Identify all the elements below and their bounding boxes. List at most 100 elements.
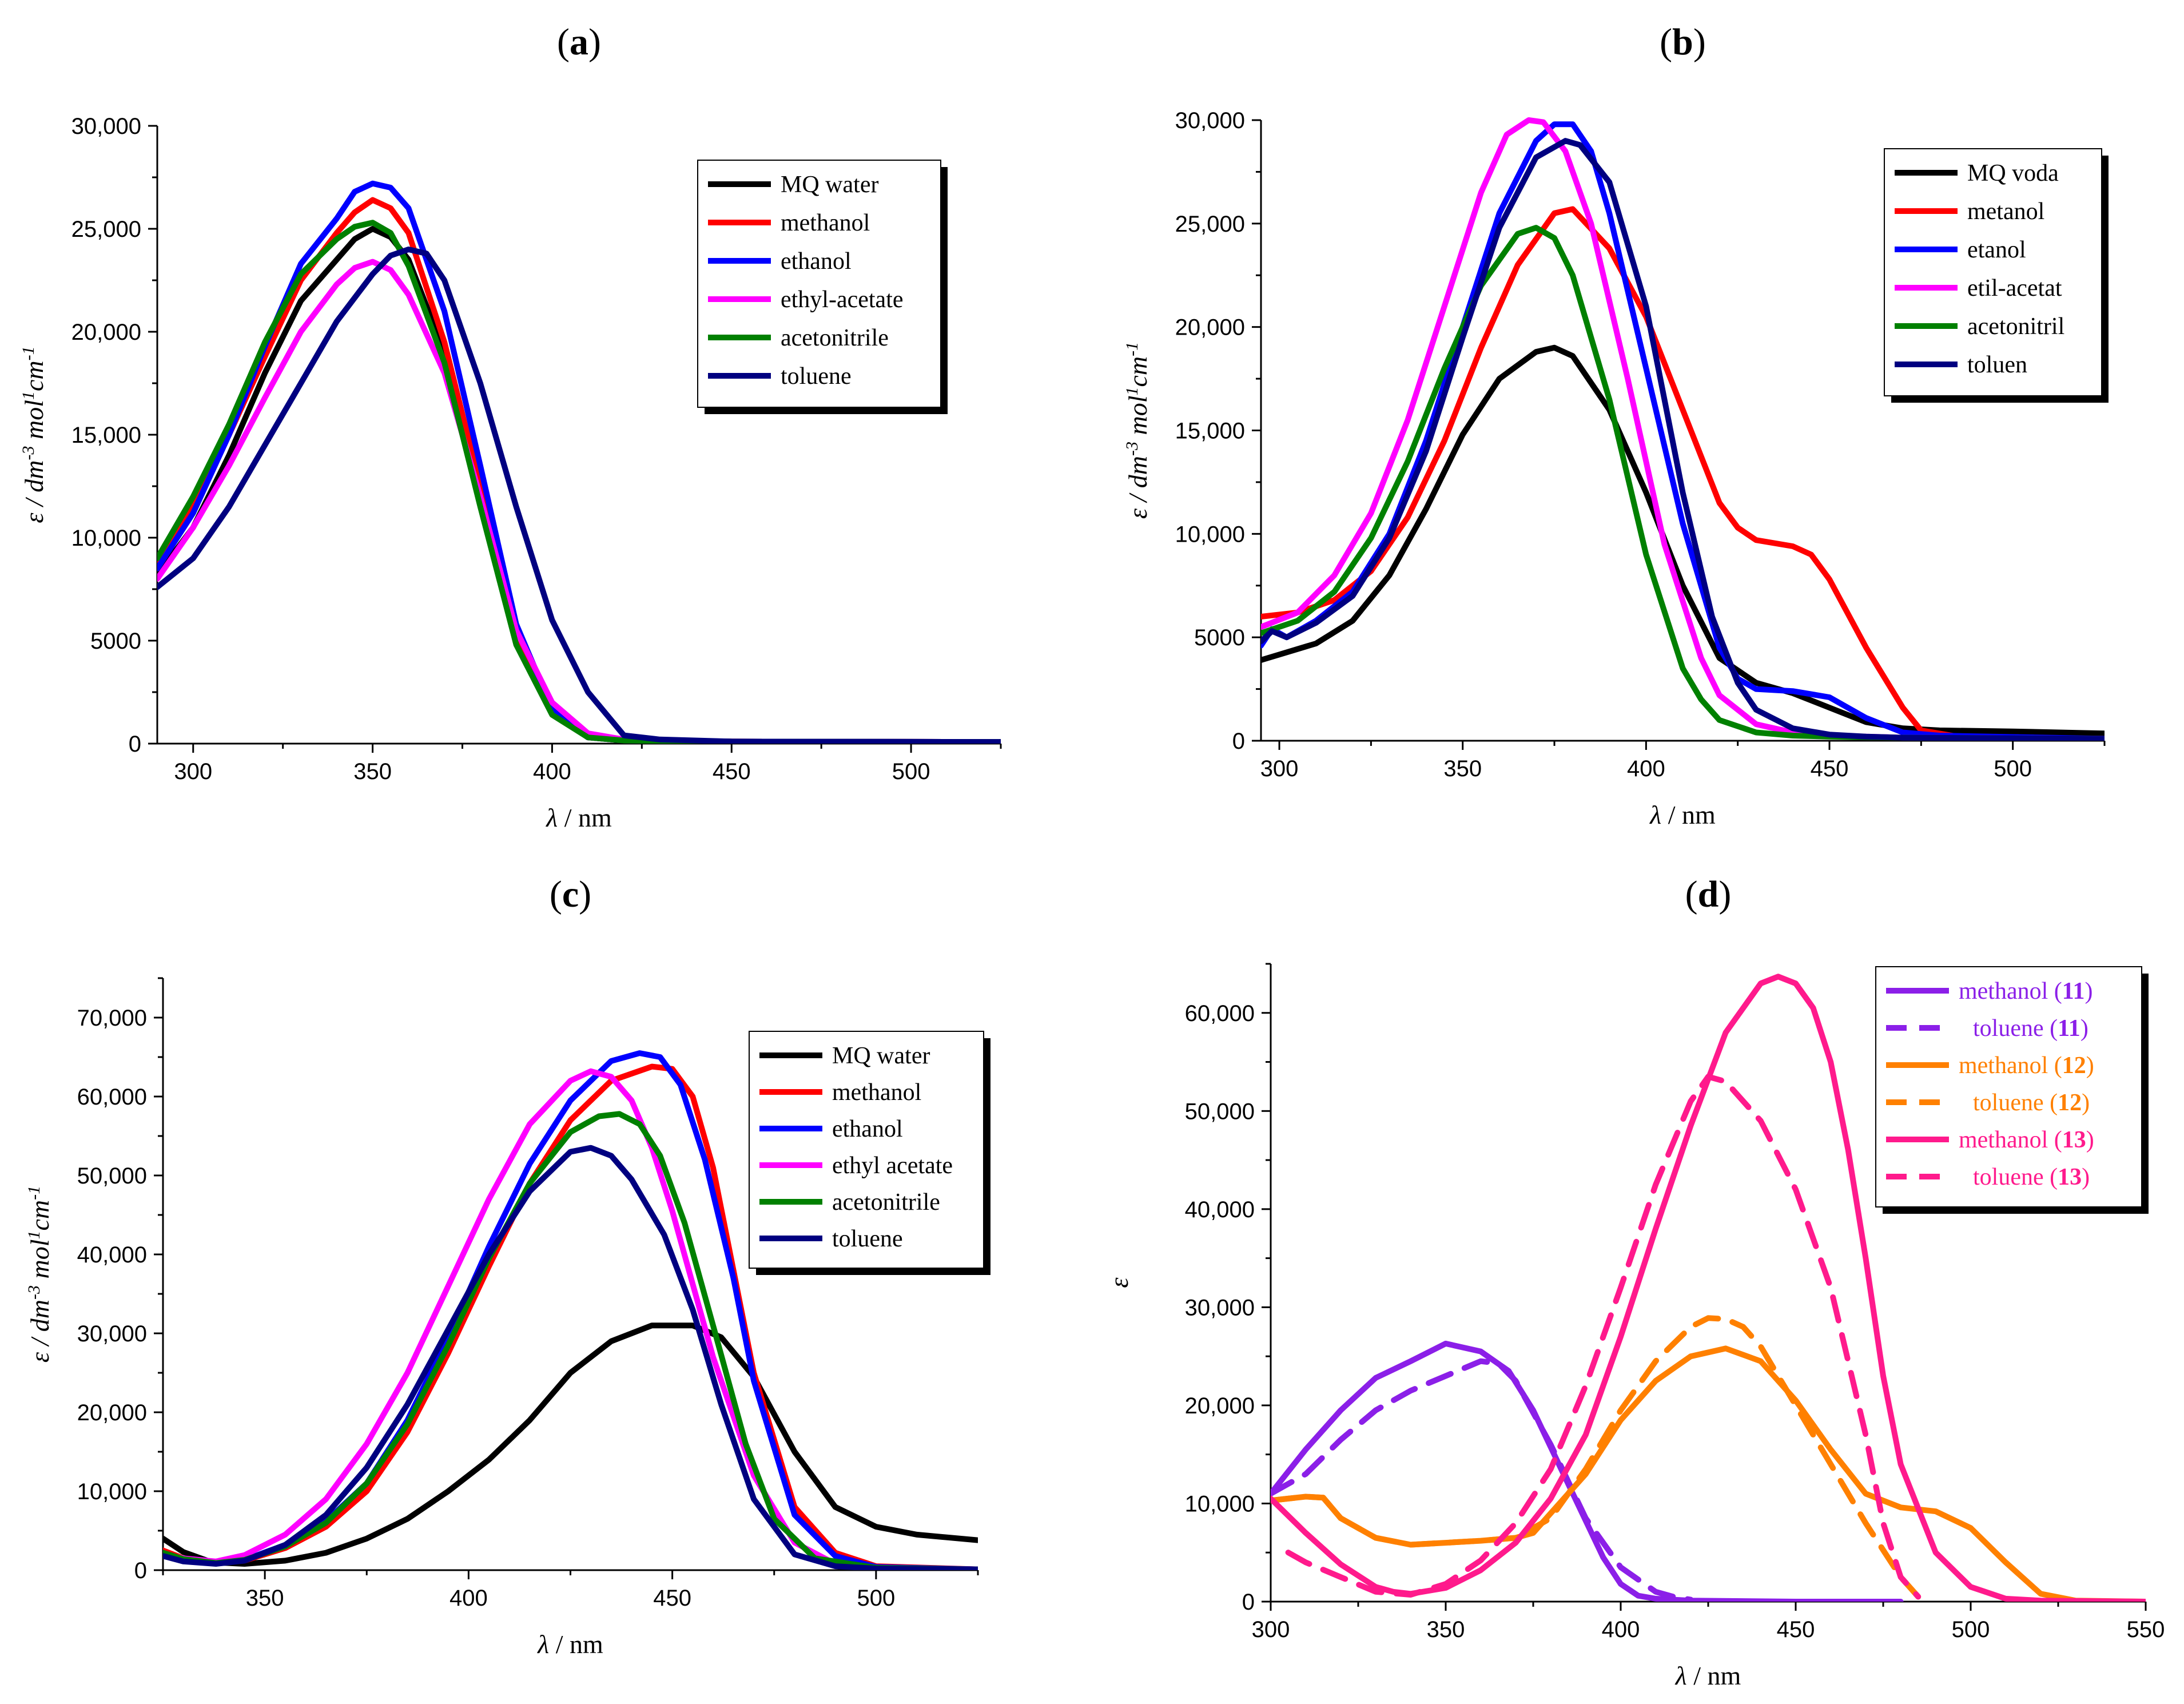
- series-line-toluene: [157, 247, 1001, 744]
- legend-label: toluene (11): [1973, 1015, 2088, 1042]
- legend-label: acetonitril: [1967, 313, 2064, 340]
- legend-label: etanol: [1967, 237, 2026, 263]
- y-tick-label: 0: [129, 732, 141, 757]
- panel-title: (c): [550, 873, 591, 915]
- legend-label: methanol (11): [1959, 978, 2092, 1004]
- series-line-mq-water: [163, 1322, 978, 1567]
- x-tick-label: 400: [449, 1586, 488, 1611]
- y-tick-label: 40,000: [77, 1242, 147, 1268]
- x-tick-label: 450: [1811, 756, 1849, 781]
- x-tick-label: 500: [1994, 756, 2032, 781]
- legend-label: toluene (12): [1973, 1090, 2090, 1116]
- chart-d-svg: (d) 300 350 400 450 500 550 0 10,000 20,000 30,000…: [1104, 873, 2165, 1690]
- legend-box: [1875, 966, 2142, 1208]
- legend-label: acetonitrile: [832, 1189, 940, 1216]
- legend-label: ethanol: [781, 248, 852, 275]
- series-line-etil-acetat: [1261, 117, 2105, 741]
- legend-label: toluene: [781, 363, 852, 390]
- x-tick-label: 350: [353, 759, 392, 784]
- y-tick-label: 50,000: [77, 1163, 147, 1189]
- y-tick-label: 30,000: [77, 1321, 147, 1346]
- y-axis-title: ε / dm-3 mol1cm-1: [25, 1186, 54, 1363]
- chart-a-svg: (a)300 350 400 450 5000500010,00015,00020,00…: [19, 21, 1002, 832]
- y-tick-label: 30,000: [1175, 108, 1245, 133]
- legend-label: methanol: [832, 1079, 921, 1106]
- series-line-acetonitril: [1261, 225, 2105, 741]
- legend-label: MQ water: [832, 1043, 930, 1069]
- legend-label: MQ voda: [1967, 160, 2059, 186]
- x-axis-title: λ / nm: [536, 1630, 603, 1659]
- x-tick-label: 500: [857, 1586, 896, 1611]
- series-line-toluene-11: [1271, 1358, 1694, 1602]
- legend-label: acetonitrile: [781, 325, 889, 351]
- series-line-toluen: [1261, 138, 2105, 741]
- y-tick-label: 60,000: [77, 1085, 147, 1110]
- y-tick-label: 5000: [1194, 625, 1245, 650]
- legend-label: ethanol: [832, 1116, 903, 1142]
- legend-label: etil-acetat: [1967, 275, 2062, 301]
- series-line-toluene: [163, 1145, 978, 1570]
- y-tick-label: 70,000: [77, 1006, 147, 1031]
- x-tick-label: 450: [713, 759, 751, 784]
- x-tick-label: 400: [1602, 1617, 1640, 1642]
- x-tick-label: 350: [1443, 756, 1482, 781]
- legend: methanol (11) toluene (11) methanol (12) to…: [1875, 966, 2149, 1214]
- x-axis-title: λ / nm: [1649, 800, 1716, 829]
- legend-label: toluene (13): [1973, 1164, 2090, 1190]
- legend-box: [697, 160, 941, 408]
- x-tick-label: 300: [1260, 756, 1299, 781]
- y-tick-label: 10,000: [1175, 522, 1245, 547]
- legend-label: ethyl-acetate: [781, 287, 904, 313]
- x-tick-label: 300: [1252, 1617, 1290, 1642]
- y-axis-title: ε: [1104, 1277, 1133, 1288]
- y-tick-label: 0: [134, 1558, 147, 1583]
- chart-panel-a: (a) 300 350 400 450 500 0 5000 10,000 15,000 20,00…: [0, 0, 1092, 852]
- y-tick-label: 25,000: [1175, 212, 1245, 237]
- legend-label: toluene: [832, 1226, 903, 1252]
- y-axis-title: ε / dm-3 mol1cm-1: [19, 346, 49, 523]
- y-tick-label: 5000: [90, 629, 141, 654]
- legend-label: methanol: [781, 210, 870, 236]
- y-tick-label: 0: [1232, 729, 1245, 754]
- series-line-ethyl-acetate: [157, 259, 1001, 744]
- x-tick-label: 400: [533, 759, 571, 784]
- legend-box: [749, 1031, 984, 1269]
- series-group: [163, 1050, 978, 1570]
- series-line-metanol: [1261, 206, 2105, 741]
- y-axis-title: ε / dm-3 mol1cm-1: [1123, 342, 1152, 519]
- y-tick-label: 10,000: [71, 526, 141, 551]
- x-tick-label: 550: [2127, 1617, 2165, 1642]
- y-tick-label: 25,000: [71, 217, 141, 242]
- y-tick-label: 30,000: [71, 114, 141, 139]
- legend-label: toluen: [1967, 352, 2027, 378]
- y-tick-label: 20,000: [71, 320, 141, 345]
- x-tick-label: 350: [246, 1586, 284, 1611]
- x-axis-title: λ / nm: [1674, 1661, 1741, 1690]
- series-group: [1261, 117, 2105, 741]
- x-tick-label: 450: [1777, 1617, 1815, 1642]
- series-line-toluene-12: [1271, 1315, 1922, 1600]
- series-group: [157, 180, 1001, 744]
- series-line-toluene-13: [1285, 1074, 1922, 1600]
- x-axis-title: λ / nm: [545, 803, 612, 832]
- y-tick-label: 15,000: [71, 423, 141, 448]
- series-line-methanol-12: [1271, 1345, 2146, 1602]
- x-tick-label: 500: [1952, 1617, 1990, 1642]
- panel-title: (b): [1660, 21, 1706, 63]
- legend: MQ voda metanol etanol etil-acetat acetonitr…: [1884, 148, 2109, 403]
- legend: MQ water methanol ethanol ethyl-acetate acet…: [697, 160, 948, 414]
- x-tick-label: 350: [1427, 1617, 1465, 1642]
- legend-label: metanol: [1967, 198, 2044, 225]
- series-line-acetonitrile: [157, 220, 1001, 744]
- chart-c-svg: (c) 350 400 450 500 0 10,000 20,000 30,000 40,000…: [25, 873, 990, 1659]
- y-tick-label: 30,000: [1185, 1295, 1255, 1320]
- y-tick-label: 10,000: [77, 1479, 147, 1504]
- legend: MQ water methanol ethanol ethyl acetate acet…: [749, 1031, 990, 1275]
- legend-label: methanol (12): [1959, 1052, 2094, 1079]
- y-tick-label: 0: [1242, 1590, 1255, 1615]
- y-tick-label: 40,000: [1185, 1197, 1255, 1222]
- x-tick-label: 450: [653, 1586, 691, 1611]
- x-tick-label: 400: [1627, 756, 1665, 781]
- legend-label: MQ water: [781, 172, 878, 198]
- chart-panel-d: (d) 300 350 400 450 500 550 0 10,000 20,000 30,000…: [1092, 852, 2184, 1704]
